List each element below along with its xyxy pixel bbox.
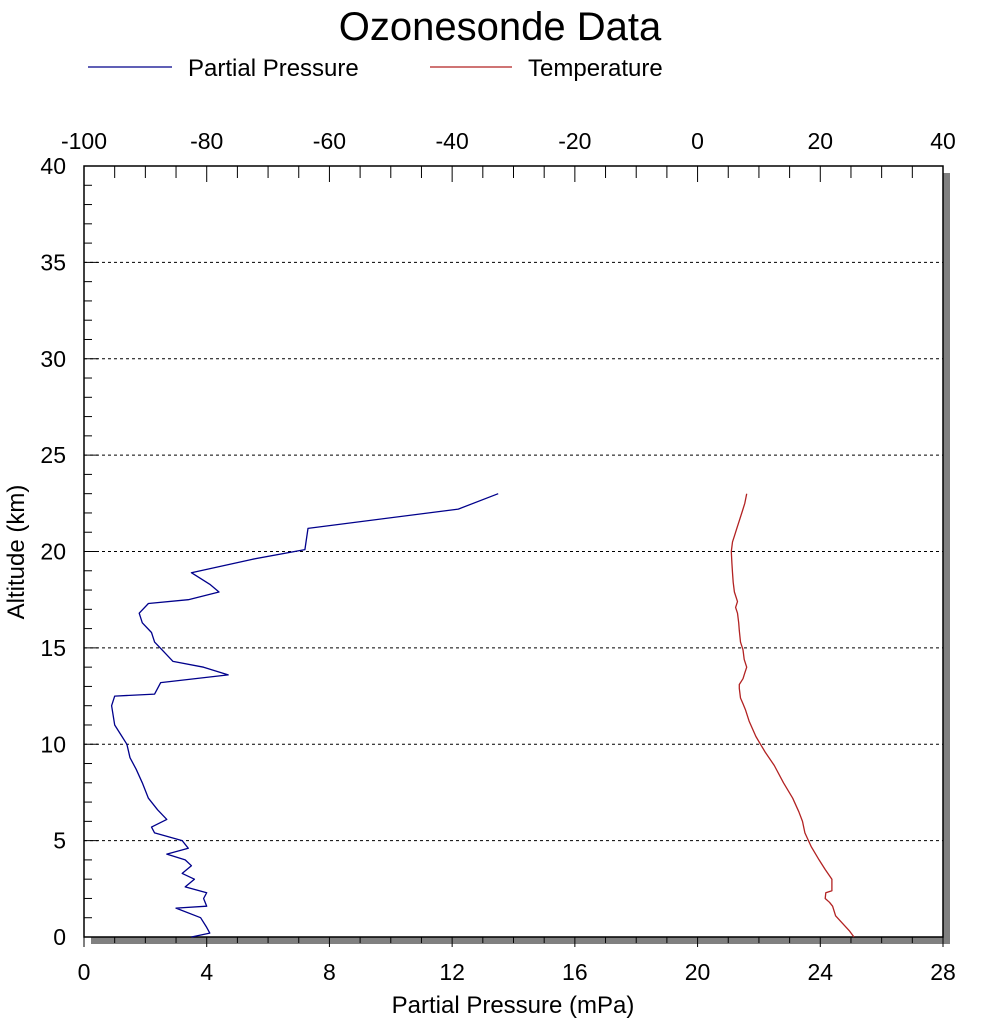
y-tick-label: 0 <box>53 924 66 950</box>
x-bottom-tick-label: 24 <box>807 959 833 985</box>
legend-label-partial-pressure: Partial Pressure <box>188 55 359 82</box>
x-axis-label: Partial Pressure (mPa) <box>392 992 635 1019</box>
x-bottom-tick-label: 8 <box>323 959 336 985</box>
x-top-tick-label: 20 <box>807 128 833 154</box>
legend: Partial Pressure Temperature <box>88 55 663 82</box>
series-line-temperature <box>730 493 855 938</box>
x-bottom-tick-label: 12 <box>439 959 465 985</box>
plot-shadow-bottom <box>91 937 950 944</box>
plot-shadow-right <box>943 173 950 943</box>
y-tick-label: 40 <box>40 153 66 179</box>
y-tick-label: 25 <box>40 442 66 468</box>
tick-labels: 0 5 10 15 20 25 30 35 40 0 4 8 12 16 20 24 28 -100 -80 -60 -… <box>40 128 955 985</box>
data-series <box>110 493 855 938</box>
x-bottom-tick-label: 20 <box>685 959 711 985</box>
x-bottom-tick-label: 4 <box>200 959 213 985</box>
y-tick-label: 30 <box>40 346 66 372</box>
x-top-tick-label: 40 <box>930 128 956 154</box>
y-tick-label: 15 <box>40 635 66 661</box>
y-tick-label: 35 <box>40 249 66 275</box>
series-line-partial-pressure <box>110 493 499 938</box>
y-tick-label: 20 <box>40 539 66 565</box>
y-tick-label: 5 <box>53 828 66 854</box>
legend-label-temperature: Temperature <box>528 55 663 82</box>
x-bottom-tick-label: 28 <box>930 959 956 985</box>
x-bottom-tick-label: 0 <box>78 959 91 985</box>
y-axis-label: Altitude (km) <box>3 485 30 620</box>
x-top-tick-label: 0 <box>691 128 704 154</box>
x-top-tick-label: -60 <box>313 128 346 154</box>
axis-ticks <box>83 165 944 947</box>
x-top-tick-label: -20 <box>558 128 591 154</box>
x-top-tick-label: -80 <box>190 128 223 154</box>
x-top-tick-label: -40 <box>436 128 469 154</box>
gridlines <box>84 261 943 842</box>
x-bottom-tick-label: 16 <box>562 959 588 985</box>
y-tick-label: 10 <box>40 731 66 757</box>
x-top-tick-label: -100 <box>61 128 107 154</box>
chart-title: Ozonesonde Data <box>339 5 662 49</box>
